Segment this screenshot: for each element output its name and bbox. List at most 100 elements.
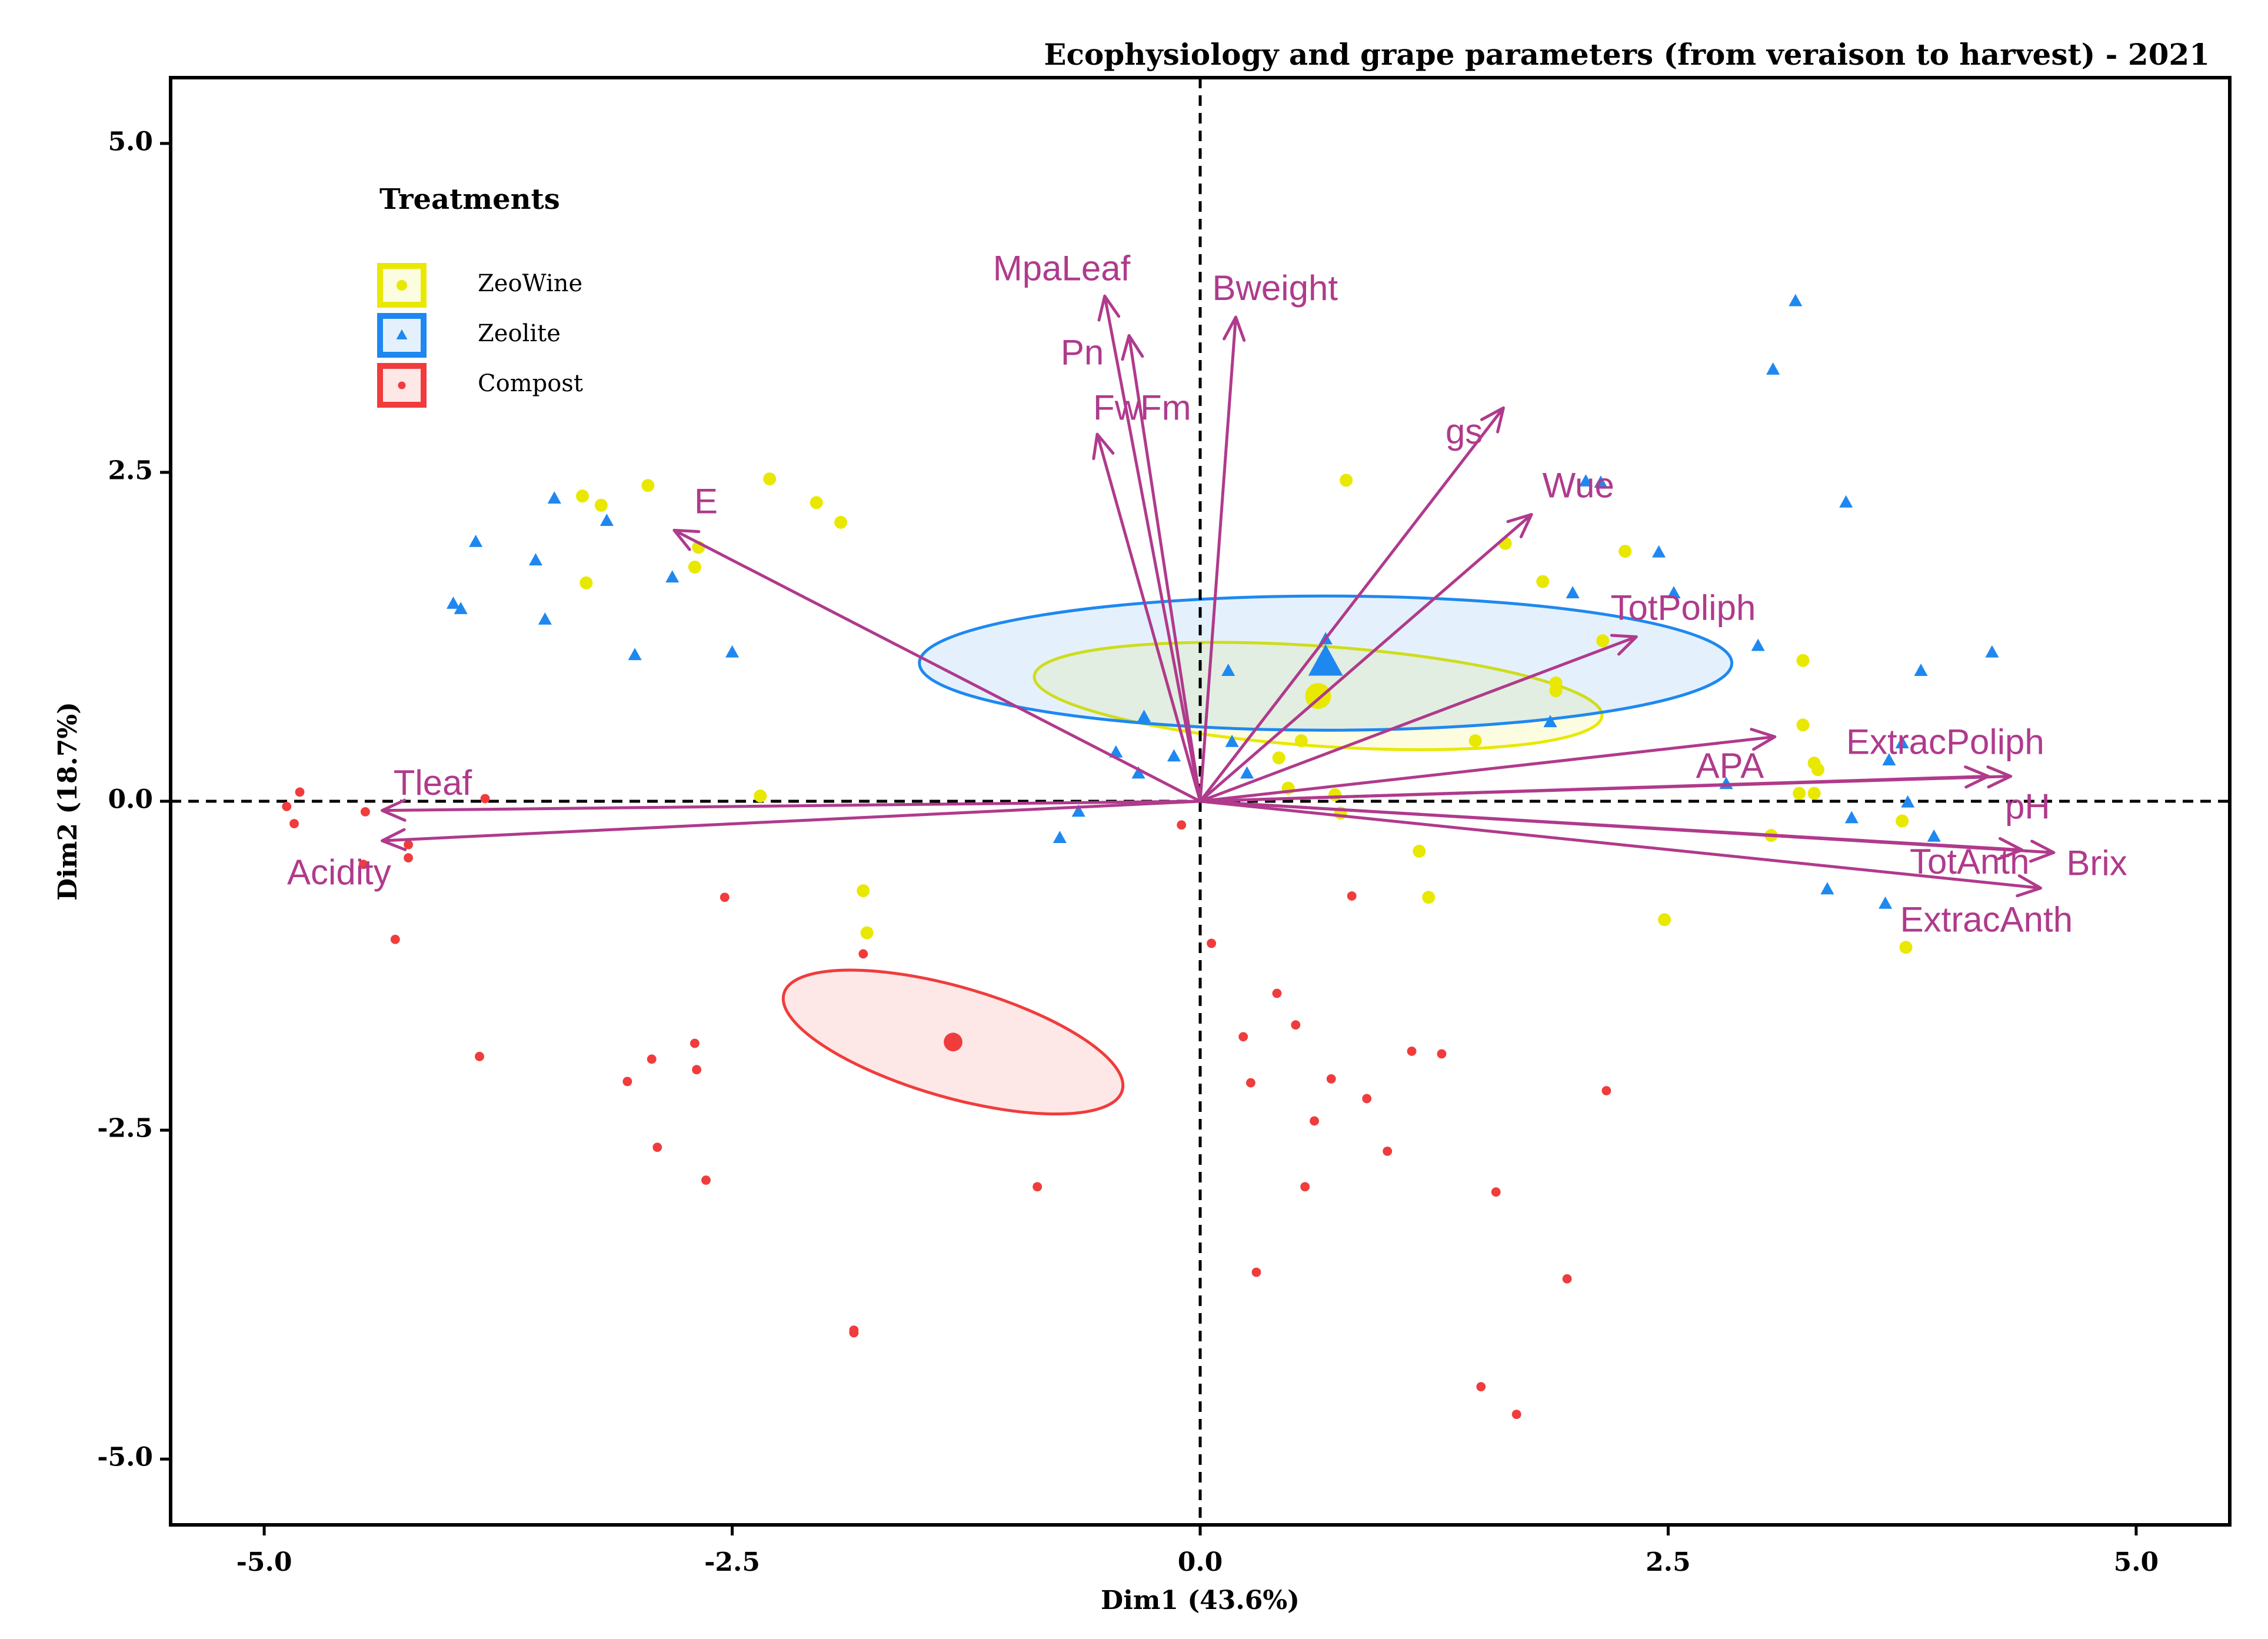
variable-label-brix: Brix xyxy=(2066,843,2127,882)
point-zeolite xyxy=(1839,495,1853,508)
loading-arrow-pn xyxy=(1121,334,1202,803)
variable-label-fwfm: FwFm xyxy=(1093,388,1191,428)
point-zeowine xyxy=(1422,891,1436,904)
legend: Treatments ZeoWine Zeolite Compost xyxy=(377,183,583,408)
point-zeolite xyxy=(547,491,561,504)
point-zeolite xyxy=(1820,882,1834,895)
loading-arrow-wue xyxy=(1198,512,1533,803)
point-zeolite xyxy=(1543,715,1557,728)
point-zeolite xyxy=(1901,795,1915,808)
x-tick-label: 5.0 xyxy=(2114,1547,2159,1577)
variable-label-extracanth: ExtracAnth xyxy=(1900,900,2073,940)
centroid-zeolite xyxy=(1308,644,1343,676)
point-compost xyxy=(1251,1267,1261,1277)
point-zeolite xyxy=(1927,829,1941,842)
x-axis-label: Dim1 (43.6%) xyxy=(1101,1585,1300,1615)
point-zeolite xyxy=(469,534,483,547)
point-zeowine xyxy=(1807,787,1821,800)
point-compost xyxy=(692,1065,702,1075)
point-compost xyxy=(1562,1274,1572,1284)
variable-label-extracpoliph: ExtracPoliph xyxy=(1846,722,2044,762)
point-compost xyxy=(1347,891,1357,901)
point-compost xyxy=(1033,1182,1043,1192)
point-zeowine xyxy=(810,496,823,509)
point-zeolite xyxy=(1240,766,1254,779)
variable-label-gs: gs xyxy=(1446,412,1483,451)
point-zeolite xyxy=(1137,709,1151,722)
loading-arrow-tleaf xyxy=(381,798,1202,822)
point-zeolite xyxy=(454,601,468,614)
loading-arrow-extracpoliph xyxy=(1198,765,1990,803)
point-zeolite xyxy=(538,612,552,625)
point-compost xyxy=(1362,1094,1372,1104)
point-compost xyxy=(390,934,400,944)
point-compost xyxy=(1245,1078,1255,1088)
point-zeowine xyxy=(1796,718,1810,732)
point-compost xyxy=(1300,1182,1310,1192)
variable-label-totanth: TotAnth xyxy=(1910,842,2029,881)
y-tick-label: 2.5 xyxy=(108,455,153,485)
point-compost xyxy=(1238,1032,1248,1042)
y-tick-label: -2.5 xyxy=(97,1114,153,1144)
point-zeolite xyxy=(628,648,642,661)
point-zeowine xyxy=(1596,634,1610,648)
point-compost xyxy=(1310,1116,1320,1126)
loading-arrow-gs xyxy=(1198,406,1505,803)
point-compost xyxy=(1326,1074,1336,1084)
legend-marker-zeolite xyxy=(396,329,408,339)
point-compost xyxy=(282,802,292,811)
point-zeolite xyxy=(1985,645,1999,658)
point-compost xyxy=(289,819,299,828)
point-compost xyxy=(295,787,305,797)
point-compost xyxy=(1511,1410,1521,1420)
point-compost xyxy=(1207,938,1217,948)
y-tick-label: -5.0 xyxy=(97,1443,153,1473)
point-compost xyxy=(622,1077,632,1087)
point-compost xyxy=(480,794,490,804)
point-zeowine xyxy=(1896,814,1909,828)
point-zeowine xyxy=(1618,545,1632,558)
point-zeowine xyxy=(834,515,848,529)
point-compost xyxy=(720,892,730,902)
x-tick-label: -5.0 xyxy=(237,1547,292,1577)
point-zeolite xyxy=(1751,638,1765,651)
x-tick-label: 0.0 xyxy=(1178,1547,1223,1577)
point-zeolite xyxy=(1667,586,1681,599)
point-zeolite xyxy=(1594,475,1608,488)
point-zeolite xyxy=(600,514,614,527)
y-axis-label: Dim2 (18.7%) xyxy=(53,702,83,901)
point-compost xyxy=(1601,1086,1611,1095)
variable-label-bweight: Bweight xyxy=(1213,268,1338,308)
point-compost xyxy=(1177,820,1187,830)
loading-arrow-e xyxy=(672,528,1202,803)
loading-arrow-ph xyxy=(1198,765,2013,803)
variable-label-e: E xyxy=(694,481,718,521)
point-compost xyxy=(647,1054,657,1064)
loading-arrow-fwfm xyxy=(1092,432,1202,803)
point-zeowine xyxy=(594,498,608,512)
point-zeolite xyxy=(446,597,461,609)
point-compost xyxy=(475,1051,484,1061)
variable-label-totpoliph: TotPoliph xyxy=(1610,588,1756,628)
point-compost xyxy=(404,840,414,850)
point-zeolite xyxy=(1131,766,1145,779)
point-compost xyxy=(358,860,368,870)
chart-title: Ecophysiology and grape parameters (from… xyxy=(1044,37,2210,72)
point-zeolite xyxy=(1789,294,1803,307)
point-zeolite xyxy=(1844,811,1859,824)
centroid-zeowine xyxy=(1305,683,1331,709)
variable-label-tleaf: Tleaf xyxy=(394,763,472,802)
point-zeolite xyxy=(1882,753,1896,766)
variable-label-acidity: Acidity xyxy=(287,852,391,892)
variable-label-ph: pH xyxy=(2005,787,2050,826)
point-compost xyxy=(1491,1187,1501,1197)
centroid-compost xyxy=(944,1032,963,1052)
point-compost xyxy=(849,1328,859,1338)
point-compost xyxy=(404,853,414,863)
point-compost xyxy=(1383,1146,1393,1156)
point-zeolite xyxy=(1225,734,1239,747)
y-tick-label: 5.0 xyxy=(108,126,153,156)
point-zeowine xyxy=(1294,734,1308,748)
point-compost xyxy=(1272,988,1282,998)
